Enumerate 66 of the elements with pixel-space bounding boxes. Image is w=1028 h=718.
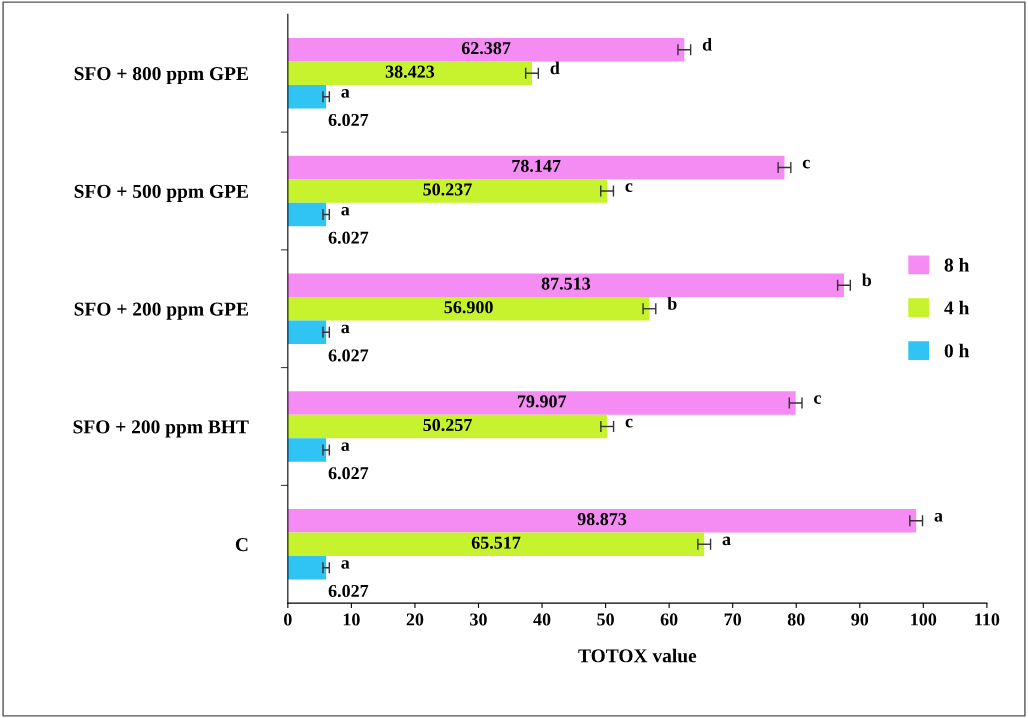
annotation: a: [341, 442, 350, 452]
y-tick-label: SFO + 200 ppm GPE: [74, 302, 248, 320]
bar: [287, 296, 650, 321]
data-label: 6.027: [328, 584, 369, 598]
annotation: c: [625, 183, 633, 192]
x-tick-label: 50: [597, 613, 614, 626]
bar: [287, 414, 608, 439]
x-tick-label: 60: [660, 613, 678, 626]
bar: [287, 320, 327, 345]
bar: [287, 438, 327, 462]
x-tick-label: 30: [470, 613, 487, 626]
legend-label: 8 h: [944, 258, 970, 272]
annotation: a: [722, 536, 731, 546]
bar: [287, 391, 796, 415]
bar: [287, 85, 327, 109]
annotation: b: [862, 273, 872, 287]
data-label: 6.027: [328, 231, 369, 244]
annotation: a: [341, 206, 350, 216]
annotation: c: [625, 418, 633, 428]
annotation: a: [934, 513, 943, 522]
bar: [287, 556, 327, 580]
y-tick-label: SFO + 500 ppm GPE: [74, 184, 248, 202]
data-label: 56.900: [444, 301, 493, 314]
data-label: 87.513: [541, 277, 591, 290]
annotation: a: [341, 324, 350, 334]
annotation: c: [802, 159, 810, 169]
bar: [287, 179, 608, 203]
data-label: 62.387: [461, 42, 511, 55]
y-tick-label: SFO + 800 ppm GPE: [74, 67, 248, 85]
data-label: 38.423: [385, 65, 435, 78]
x-axis-title: TOTOX value: [578, 648, 697, 663]
data-label: 50.237: [423, 183, 472, 196]
data-label: 50.257: [423, 418, 472, 432]
annotation: d: [550, 61, 560, 75]
annotation: b: [667, 297, 677, 310]
bar: [287, 37, 685, 62]
data-label: 79.907: [517, 395, 567, 408]
x-tick-label: 80: [787, 613, 805, 626]
bar: [287, 508, 917, 533]
x-tick-label: 20: [406, 613, 424, 626]
data-label: 78.147: [512, 159, 561, 173]
x-tick-label: 90: [851, 613, 869, 626]
bar: [287, 61, 533, 86]
bar: [287, 273, 844, 297]
legend-label: 0 h: [944, 343, 970, 358]
y-tick-label: SFO + 200 ppm BHT: [73, 420, 249, 438]
annotation: c: [814, 395, 821, 404]
x-tick-label: 10: [343, 613, 360, 626]
annotation: a: [341, 560, 350, 569]
data-label: 65.517: [471, 536, 521, 549]
data-label: 6.027: [328, 467, 369, 480]
x-tick-label: 40: [533, 613, 551, 626]
x-tick-label: 110: [975, 613, 1000, 626]
x-tick-label: 100: [911, 613, 937, 626]
x-tick-label: 0: [284, 613, 292, 626]
annotation: a: [341, 89, 350, 98]
bar: [287, 155, 785, 180]
data-label: 6.027: [328, 113, 369, 127]
annotation: d: [702, 37, 712, 51]
data-label: 6.027: [328, 349, 369, 362]
legend-label: 4 h: [944, 300, 970, 315]
bar: [287, 202, 327, 227]
data-label: 98.873: [577, 513, 627, 526]
x-tick-label: 70: [724, 613, 742, 626]
bar: [287, 532, 705, 557]
y-tick-label: C: [235, 538, 248, 552]
